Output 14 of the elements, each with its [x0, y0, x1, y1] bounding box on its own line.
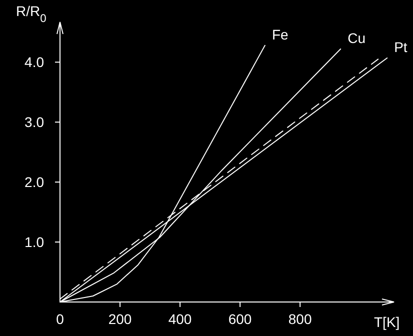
y-tick-label: 3.0 [24, 114, 44, 130]
series-label: Fe [272, 26, 289, 42]
x-axis-title: T[K] [374, 314, 400, 330]
y-tick-label: 4.0 [24, 54, 44, 70]
x-tick-label: 400 [168, 311, 192, 327]
x-tick-label: 200 [108, 311, 132, 327]
x-tick-label: 0 [56, 311, 64, 327]
y-axis-title: R/R$_{0}$ [16, 3, 46, 25]
series-label: Pt [394, 38, 408, 55]
x-tick-label: 600 [228, 311, 252, 327]
y-tick-label: 2.0 [24, 174, 44, 190]
y-tick-label: 1.0 [24, 234, 44, 250]
series-label: Cu [348, 30, 366, 46]
x-tick-label: 800 [288, 311, 312, 327]
